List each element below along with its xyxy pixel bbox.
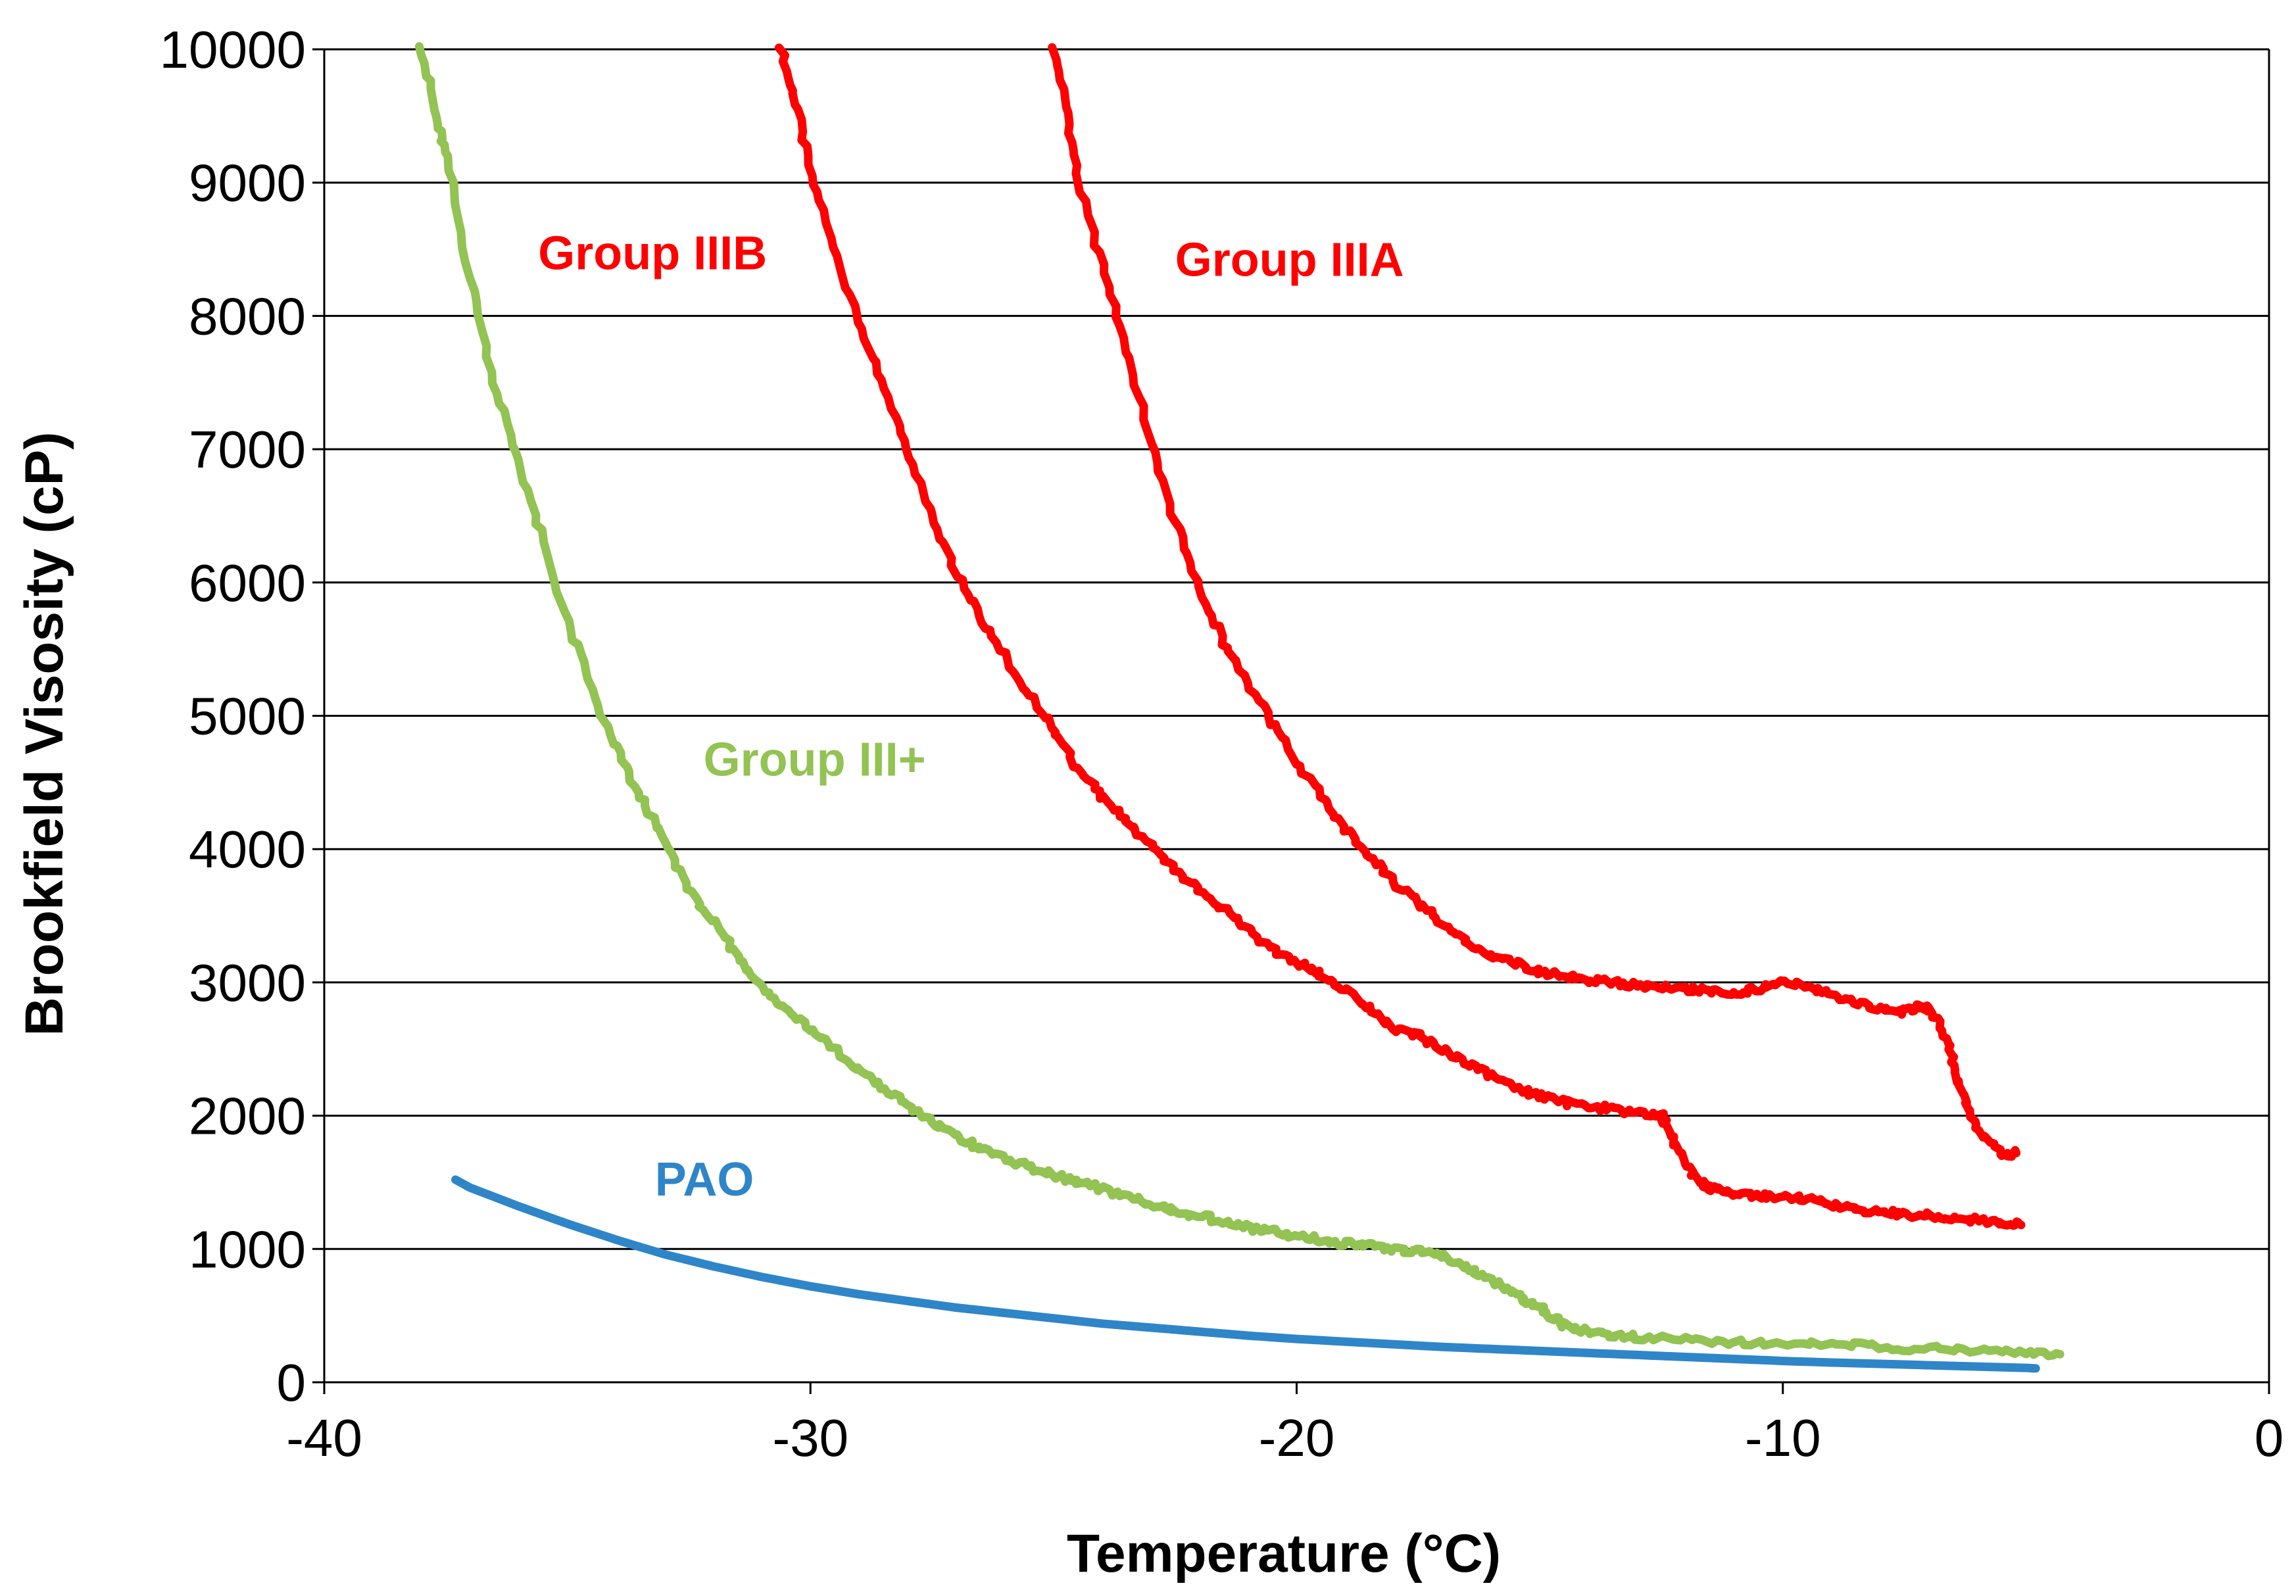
y-tick-label-8: 8000 [189,287,306,345]
x-tick-label-2: -20 [1259,1409,1335,1467]
series-line-group-iii [415,42,2064,1361]
series-label-group-iiib: Group IIIB [538,227,767,279]
tick-labels: 0 1000 2000 3000 4000 5000 6000 7000 8000 9000 100… [160,20,2284,1467]
x-tick-label-3: -10 [1745,1409,1821,1467]
series-label-group-iii: Group III+ [704,734,926,786]
y-tick-label-6: 6000 [189,554,306,612]
series-label-group-iiia: Group IIIA [1175,234,1404,287]
series-lines [415,42,2064,1373]
x-tick-label-0: -40 [286,1409,362,1467]
gridlines [324,48,2269,1250]
y-tick-label-10: 10000 [160,20,306,79]
series-line-group-iiib [774,43,2026,1230]
axes [312,48,2270,1394]
x-tick-label-4: 0 [2255,1409,2284,1467]
series-line-group-iiia [1048,43,2021,1161]
y-tick-label-1: 1000 [189,1220,306,1278]
y-tick-label-4: 4000 [189,820,306,879]
x-tick-label-1: -30 [772,1409,848,1467]
y-tick-label-5: 5000 [189,687,306,746]
y-tick-label-0: 0 [277,1353,306,1412]
series-line-pao [451,1175,2040,1373]
series-labels: Group IIIB Group IIIA Group III+ PAO [538,227,1404,1206]
y-tick-label-2: 2000 [189,1087,306,1146]
x-axis-title: Temperature (°C) [1067,1524,1501,1584]
y-tick-label-3: 3000 [189,954,306,1012]
y-tick-label-7: 7000 [189,420,306,479]
series-label-pao: PAO [655,1153,754,1206]
y-tick-label-9: 9000 [189,154,306,212]
y-axis-title: Brookfield Visosity (cP) [14,432,74,1036]
